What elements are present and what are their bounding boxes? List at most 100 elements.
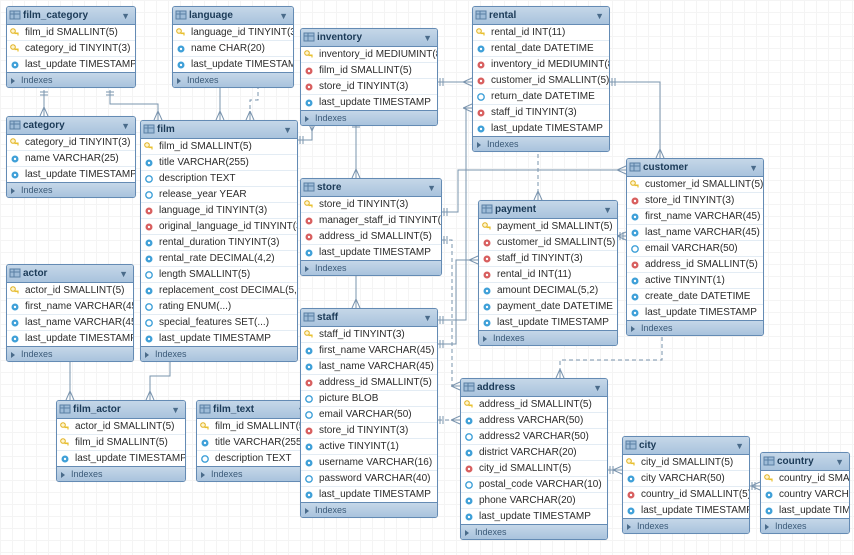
table-header[interactable]: payment▼ [479, 201, 617, 219]
column-row[interactable]: actor_id SMALLINT(5) [57, 419, 185, 435]
column-row[interactable]: category_id TINYINT(3) [7, 41, 135, 57]
indexes-footer[interactable]: Indexes [623, 518, 749, 533]
table-rental[interactable]: rental▼rental_id INT(11)rental_date DATE… [472, 6, 610, 152]
column-row[interactable]: last_update TIMESTAMP [301, 245, 441, 260]
column-row[interactable]: first_name VARCHAR(45) [301, 343, 437, 359]
indexes-footer[interactable]: Indexes [197, 466, 311, 481]
column-row[interactable]: last_update TIMESTAMP [623, 503, 749, 518]
column-row[interactable]: rental_id INT(11) [479, 267, 617, 283]
table-customer[interactable]: customer▼customer_id SMALLINT(5)store_id… [626, 158, 764, 336]
column-row[interactable]: length SMALLINT(5) [141, 267, 297, 283]
indexes-footer[interactable]: Indexes [301, 260, 441, 275]
column-row[interactable]: original_language_id TINYINT(3) [141, 219, 297, 235]
column-row[interactable]: name VARCHAR(25) [7, 151, 135, 167]
table-category[interactable]: category▼category_id TINYINT(3)name VARC… [6, 116, 136, 198]
column-row[interactable]: address_id SMALLINT(5) [627, 257, 763, 273]
collapse-icon[interactable]: ▼ [603, 205, 612, 215]
column-row[interactable]: description TEXT [141, 171, 297, 187]
table-header[interactable]: rental▼ [473, 7, 609, 25]
table-header[interactable]: country▼ [761, 453, 849, 471]
table-city[interactable]: city▼city_id SMALLINT(5)city VARCHAR(50)… [622, 436, 750, 534]
column-row[interactable]: description TEXT [197, 451, 311, 466]
table-header[interactable]: film_actor▼ [57, 401, 185, 419]
collapse-icon[interactable]: ▼ [593, 383, 602, 393]
column-row[interactable]: store_id TINYINT(3) [627, 193, 763, 209]
column-row[interactable]: active TINYINT(1) [301, 439, 437, 455]
column-row[interactable]: last_update TIMESTAMP [479, 315, 617, 330]
column-row[interactable]: address_id SMALLINT(5) [301, 375, 437, 391]
column-row[interactable]: rating ENUM(...) [141, 299, 297, 315]
column-row[interactable]: title VARCHAR(255) [141, 155, 297, 171]
column-row[interactable]: film_id SMALLINT(5) [197, 419, 311, 435]
column-row[interactable]: release_year YEAR [141, 187, 297, 203]
collapse-icon[interactable]: ▼ [283, 125, 292, 135]
column-row[interactable]: city_id SMALLINT(5) [461, 461, 607, 477]
table-header[interactable]: city▼ [623, 437, 749, 455]
column-row[interactable]: special_features SET(...) [141, 315, 297, 331]
column-row[interactable]: store_id TINYINT(3) [301, 423, 437, 439]
column-row[interactable]: last_update TIMESTAMP [7, 57, 135, 72]
column-row[interactable]: last_update TIMESTAMP [627, 305, 763, 320]
column-row[interactable]: last_update TIMESTAMP [7, 167, 135, 182]
column-row[interactable]: store_id TINYINT(3) [301, 197, 441, 213]
table-film_actor[interactable]: film_actor▼actor_id SMALLINT(5)film_id S… [56, 400, 186, 482]
column-row[interactable]: return_date DATETIME [473, 89, 609, 105]
column-row[interactable]: password VARCHAR(40) [301, 471, 437, 487]
column-row[interactable]: last_name VARCHAR(45) [627, 225, 763, 241]
collapse-icon[interactable]: ▼ [749, 163, 758, 173]
column-row[interactable]: language_id TINYINT(3) [173, 25, 293, 41]
column-row[interactable]: customer_id SMALLINT(5) [627, 177, 763, 193]
indexes-footer[interactable]: Indexes [57, 466, 185, 481]
column-row[interactable]: last_update TIMESTAMP [57, 451, 185, 466]
column-row[interactable]: picture BLOB [301, 391, 437, 407]
column-row[interactable]: film_id SMALLINT(5) [7, 25, 135, 41]
indexes-footer[interactable]: Indexes [301, 110, 437, 125]
indexes-footer[interactable]: Indexes [301, 502, 437, 517]
table-header[interactable]: store▼ [301, 179, 441, 197]
column-row[interactable]: phone VARCHAR(20) [461, 493, 607, 509]
table-header[interactable]: inventory▼ [301, 29, 437, 47]
table-header[interactable]: film▼ [141, 121, 297, 139]
collapse-icon[interactable]: ▼ [427, 183, 436, 193]
table-header[interactable]: address▼ [461, 379, 607, 397]
column-row[interactable]: last_update TIMESTAMP [173, 57, 293, 72]
collapse-icon[interactable]: ▼ [279, 11, 288, 21]
table-address[interactable]: address▼address_id SMALLINT(5)address VA… [460, 378, 608, 540]
column-row[interactable]: customer_id SMALLINT(5) [479, 235, 617, 251]
column-row[interactable]: payment_date DATETIME [479, 299, 617, 315]
column-row[interactable]: rental_duration TINYINT(3) [141, 235, 297, 251]
column-row[interactable]: last_update TIMESTAMP [761, 503, 849, 518]
column-row[interactable]: email VARCHAR(50) [301, 407, 437, 423]
table-store[interactable]: store▼store_id TINYINT(3)manager_staff_i… [300, 178, 442, 276]
indexes-footer[interactable]: Indexes [461, 524, 607, 539]
column-row[interactable]: name CHAR(20) [173, 41, 293, 57]
column-row[interactable]: rental_id INT(11) [473, 25, 609, 41]
table-film_text[interactable]: film_text▼film_id SMALLINT(5)title VARCH… [196, 400, 312, 482]
collapse-icon[interactable]: ▼ [121, 121, 130, 131]
collapse-icon[interactable]: ▼ [835, 457, 844, 467]
column-row[interactable]: city VARCHAR(50) [623, 471, 749, 487]
column-row[interactable]: district VARCHAR(20) [461, 445, 607, 461]
collapse-icon[interactable]: ▼ [121, 11, 130, 21]
column-row[interactable]: rental_date DATETIME [473, 41, 609, 57]
column-row[interactable]: country_id SMALLINT(5) [761, 471, 849, 487]
collapse-icon[interactable]: ▼ [423, 33, 432, 43]
column-row[interactable]: username VARCHAR(16) [301, 455, 437, 471]
column-row[interactable]: last_name VARCHAR(45) [7, 315, 133, 331]
indexes-footer[interactable]: Indexes [473, 136, 609, 151]
table-film_category[interactable]: film_category▼film_id SMALLINT(5)categor… [6, 6, 136, 88]
column-row[interactable]: create_date DATETIME [627, 289, 763, 305]
column-row[interactable]: staff_id TINYINT(3) [479, 251, 617, 267]
collapse-icon[interactable]: ▼ [171, 405, 180, 415]
table-header[interactable]: staff▼ [301, 309, 437, 327]
column-row[interactable]: inventory_id MEDIUMINT(8) [301, 47, 437, 63]
column-row[interactable]: staff_id TINYINT(3) [301, 327, 437, 343]
collapse-icon[interactable]: ▼ [119, 269, 128, 279]
column-row[interactable]: postal_code VARCHAR(10) [461, 477, 607, 493]
table-header[interactable]: actor▼ [7, 265, 133, 283]
column-row[interactable]: customer_id SMALLINT(5) [473, 73, 609, 89]
column-row[interactable]: city_id SMALLINT(5) [623, 455, 749, 471]
collapse-icon[interactable]: ▼ [735, 441, 744, 451]
table-actor[interactable]: actor▼actor_id SMALLINT(5)first_name VAR… [6, 264, 134, 362]
column-row[interactable]: language_id TINYINT(3) [141, 203, 297, 219]
